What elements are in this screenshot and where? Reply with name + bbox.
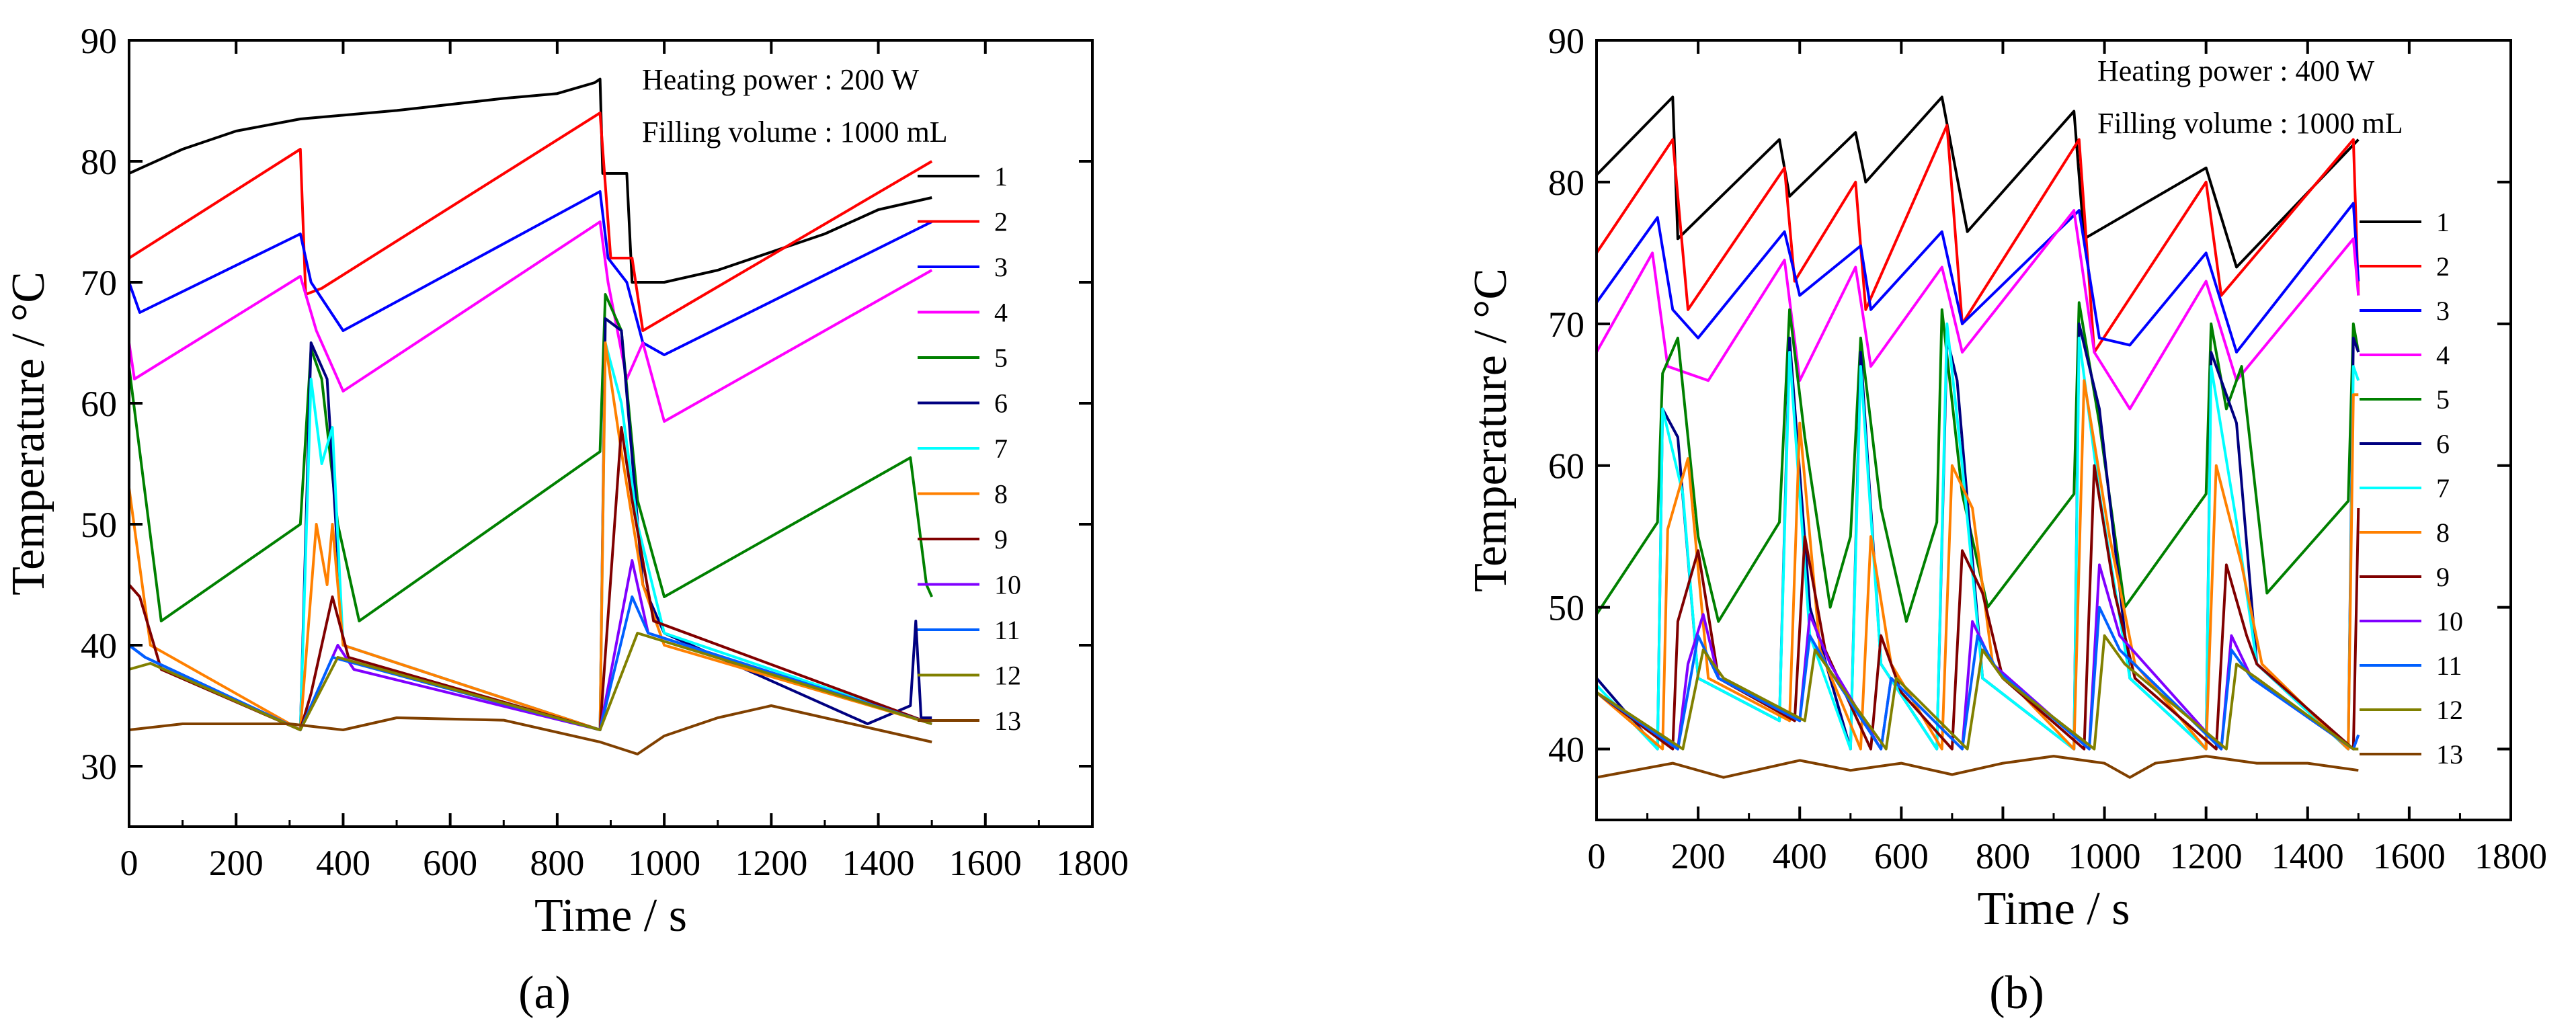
y-tick-label: 80 [81, 142, 117, 182]
x-tick-label: 600 [1874, 836, 1929, 876]
x-tick-label: 400 [316, 843, 370, 883]
series-line-9 [129, 426, 932, 731]
legend-label: 1 [2436, 207, 2450, 237]
x-tick-label: 400 [1773, 836, 1827, 876]
x-tick-label: 1400 [2271, 836, 2344, 876]
series-line-8 [1597, 379, 2359, 751]
annotation-text: Heating power : 200 W [642, 63, 920, 96]
x-tick-label: 1200 [735, 843, 807, 883]
series-line-1 [129, 77, 932, 284]
x-tick-label: 1000 [628, 843, 700, 883]
y-tick-label: 80 [1548, 163, 1584, 203]
y-axis-label: Temperature / °C [3, 272, 54, 595]
y-tick-label: 50 [1548, 588, 1584, 628]
series-line-8 [129, 341, 932, 731]
legend-label: 2 [994, 207, 1008, 237]
y-tick-label: 60 [1548, 446, 1584, 487]
series-line-3 [129, 190, 933, 356]
legend-label: 7 [994, 433, 1008, 464]
annotation-text: Filling volume : 1000 mL [642, 116, 948, 149]
legend-label: 5 [2436, 384, 2450, 415]
x-axis-label: Time / s [534, 890, 687, 942]
x-tick-label: 1000 [2068, 836, 2141, 876]
chart-panel-a: 0 200 400 600 800 1000 1200 1400 1600 1800 30 40 50 6… [3, 21, 1129, 1019]
x-tick-label: 800 [1976, 836, 2030, 876]
series-line-10 [129, 559, 932, 731]
series-line-13 [129, 704, 932, 755]
series-line-3 [1597, 202, 2360, 354]
y-tick-label: 90 [1548, 21, 1584, 61]
legend-label: 11 [994, 615, 1020, 645]
x-tick-label: 1200 [2170, 836, 2243, 876]
legend-label: 8 [2436, 518, 2450, 548]
legend-label: 6 [994, 388, 1008, 419]
chart-panel-b: 0 200 400 600 800 1000 1200 1400 1600 1800 40 50 60 7… [1465, 21, 2547, 1019]
legend-label: 3 [2436, 296, 2450, 326]
legend-label: 13 [994, 706, 1021, 736]
x-tick-label: 1600 [949, 843, 1022, 883]
x-tick-label: 800 [530, 843, 584, 883]
legend-label: 11 [2436, 651, 2462, 681]
y-tick-label: 60 [81, 384, 117, 424]
series-line-4 [1597, 209, 2360, 411]
x-tick-label: 200 [209, 843, 264, 883]
x-tick-label: 0 [120, 843, 138, 883]
x-tick-label: 1800 [1056, 843, 1129, 883]
plot-frame [1595, 39, 2512, 821]
legend-label: 4 [2436, 340, 2450, 370]
series-line-11 [1597, 606, 2360, 751]
legend-label: 5 [994, 343, 1008, 373]
legend-label: 13 [2436, 739, 2463, 770]
x-tick-label: 1600 [2373, 836, 2446, 876]
y-axis-label: Temperature / °C [1465, 268, 1517, 592]
x-tick-label: 1800 [2474, 836, 2547, 876]
legend-label: 12 [2436, 695, 2463, 725]
y-tick-label: 70 [1548, 304, 1584, 345]
y-tick-label: 40 [81, 626, 117, 666]
series-line-12 [1597, 634, 2359, 751]
legend-label: 1 [994, 161, 1008, 192]
series-line-13 [1597, 755, 2359, 779]
annotation-text: Filling volume : 1000 mL [2097, 107, 2403, 140]
annotation-text: Heating power : 400 W [2097, 54, 2375, 87]
legend-label: 12 [994, 661, 1021, 691]
legend-label: 3 [994, 252, 1008, 282]
x-tick-label: 1400 [842, 843, 915, 883]
y-tick-label: 70 [81, 263, 117, 303]
y-tick-label: 30 [81, 747, 117, 787]
legend-label: 10 [2436, 606, 2463, 636]
x-tick-label: 600 [423, 843, 477, 883]
series-line-5 [129, 293, 934, 622]
legend-label: 4 [994, 298, 1008, 328]
series-line-6 [129, 317, 932, 731]
legend-label: 2 [2436, 251, 2450, 282]
y-tick-label: 40 [1548, 730, 1584, 770]
panel-label: (b) [1989, 967, 2044, 1019]
plot-frame [128, 39, 1094, 828]
y-tick-label: 90 [81, 21, 117, 61]
series-line-2 [1597, 124, 2360, 354]
legend-label: 6 [2436, 429, 2450, 459]
series-group [129, 77, 934, 755]
x-axis-label: Time / s [1978, 883, 2130, 935]
series-line-1 [1597, 95, 2360, 269]
panel-label: (a) [518, 967, 571, 1019]
series-group [1597, 95, 2360, 779]
series-line-7 [1597, 322, 2360, 751]
series-line-7 [129, 341, 932, 731]
x-tick-label: 0 [1588, 836, 1606, 876]
y-tick-label: 50 [81, 505, 117, 545]
series-line-4 [129, 220, 933, 423]
x-tick-label: 200 [1671, 836, 1726, 876]
series-line-12 [129, 632, 932, 731]
series-line-2 [129, 112, 933, 332]
legend-label: 10 [994, 570, 1021, 600]
legend-label: 7 [2436, 473, 2450, 503]
legend-label: 8 [994, 479, 1008, 509]
legend-label: 9 [994, 524, 1008, 554]
legend-label: 9 [2436, 562, 2450, 592]
